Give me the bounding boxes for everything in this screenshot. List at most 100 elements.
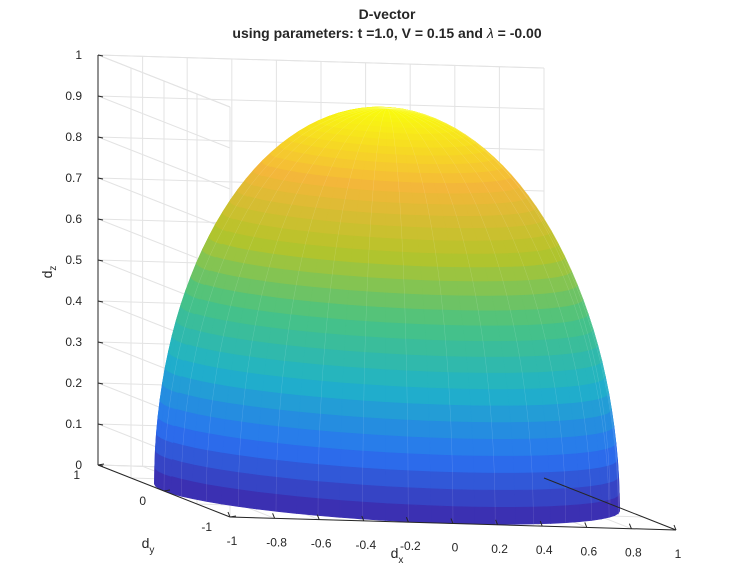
surface-patch (251, 325, 272, 344)
surface-patch (303, 347, 325, 366)
surface-plot (154, 106, 620, 525)
surface-patch (502, 356, 523, 374)
surface-patch (492, 438, 514, 457)
surface-patch (385, 146, 397, 156)
surface-patch (405, 323, 427, 341)
surface-patch (304, 331, 327, 350)
surface-patch (406, 386, 430, 405)
surface-patch (374, 161, 387, 173)
surface-patch (197, 397, 213, 418)
surface-patch (451, 455, 475, 474)
x-tick-mark (495, 519, 499, 525)
surface-patch (471, 421, 494, 440)
surface-patch (340, 449, 364, 469)
surface-patch (171, 476, 182, 497)
surface-patch (446, 356, 469, 374)
surface-patch (228, 370, 248, 390)
z-tick-label: 0 (75, 458, 82, 472)
surface-patch (296, 445, 320, 465)
z-tick-label: 0.2 (65, 376, 82, 390)
surface-patch (511, 438, 532, 457)
surface-patch (172, 442, 184, 463)
surface-patch (430, 488, 454, 507)
surface-patch (407, 470, 432, 490)
surface-patch (385, 162, 398, 173)
surface-patch (572, 418, 587, 438)
surface-patch (276, 283, 297, 301)
surface-patch (340, 415, 364, 435)
surface-patch (259, 407, 281, 428)
surface-patch (424, 324, 446, 342)
surface-patch (407, 453, 431, 473)
surface-patch (362, 484, 386, 504)
surface-patch (385, 369, 408, 388)
surface-patch (452, 506, 475, 525)
surface-patch (422, 294, 444, 311)
z-tick-mark (97, 382, 104, 385)
surface-patch (398, 181, 413, 194)
surface-patch (214, 367, 232, 387)
surface-patch (223, 419, 243, 440)
surface-patch (413, 203, 430, 217)
surface-patch (403, 279, 424, 296)
box-edge (97, 54, 231, 108)
surface-patch (350, 248, 370, 264)
x-tick-mark (316, 514, 320, 520)
z-tick-mark (97, 54, 104, 57)
surface-patch (242, 388, 263, 409)
surface-patch (246, 356, 267, 376)
surface-patch (407, 419, 431, 439)
surface-patch (516, 340, 536, 358)
surface-patch (521, 372, 541, 390)
z-tick-label: 0.9 (65, 89, 82, 103)
surface-patch (404, 293, 425, 310)
surface-patch (275, 476, 298, 497)
mesh-line (386, 107, 610, 518)
surface-patch (221, 469, 240, 490)
surface-patch (430, 505, 454, 524)
surface-patch (500, 340, 520, 358)
surface-patch (562, 453, 579, 473)
surface-patch (275, 493, 297, 514)
surface-patch (559, 419, 576, 439)
surface-patch (404, 308, 426, 325)
surface-patch (308, 301, 330, 319)
surface-patch (359, 179, 375, 192)
z-tick-label: 0.6 (65, 212, 82, 226)
surface-patch (257, 440, 279, 461)
surface-patch (296, 479, 319, 499)
surface-patch (385, 503, 409, 523)
mesh-line (386, 107, 432, 118)
surface-patch (362, 417, 386, 436)
surface-patch (385, 322, 407, 340)
z-tick-label: 0.4 (65, 294, 82, 308)
x-tick-mark (539, 520, 543, 527)
surface-patch (353, 223, 371, 238)
surface-patch (407, 504, 432, 524)
surface-patch (547, 454, 565, 473)
x-tick-label: 1 (675, 547, 682, 561)
surface-patch (352, 235, 371, 251)
surface-patch (448, 388, 471, 407)
surface-patch (264, 358, 285, 378)
mesh-line (379, 107, 388, 109)
surface-patch (385, 452, 409, 472)
surface-patch (279, 393, 302, 413)
surface-patch (397, 171, 411, 183)
surface-patch (328, 288, 349, 306)
z-tick-mark (97, 136, 104, 139)
surface-patch (462, 325, 484, 342)
surface-patch (563, 470, 580, 490)
surface-patch (385, 225, 403, 240)
surface-patch (192, 464, 208, 485)
surface-patch (386, 139, 396, 148)
surface-patch (508, 405, 529, 423)
surface-patch (402, 265, 423, 281)
surface-patch (405, 354, 428, 373)
surface-patch (340, 432, 364, 452)
surface-patch (512, 455, 533, 474)
surface-patch (310, 286, 331, 304)
surface-patch (385, 153, 398, 164)
surface-patch (607, 481, 615, 501)
surface-patch (475, 295, 496, 312)
